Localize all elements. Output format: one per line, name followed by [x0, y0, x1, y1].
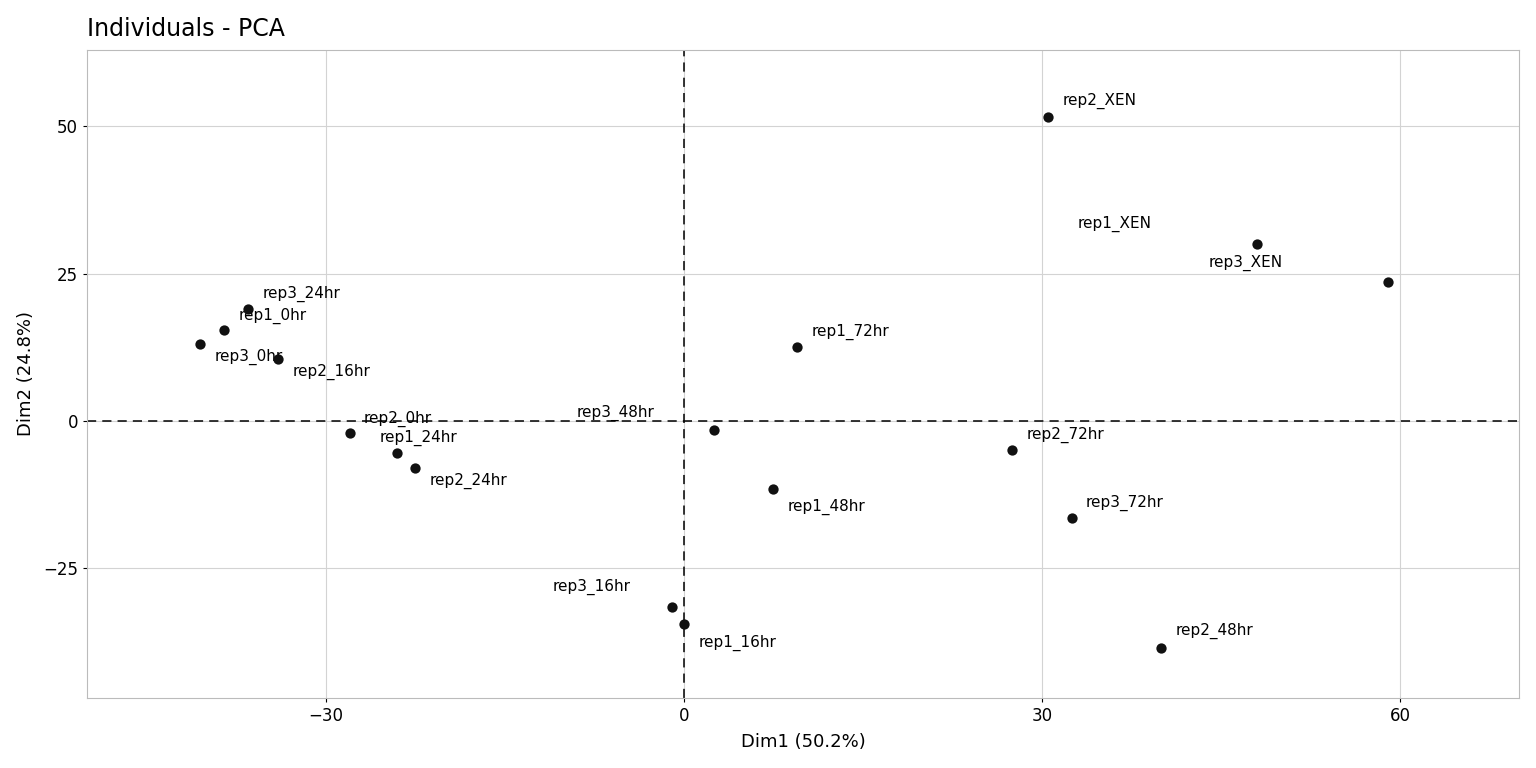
Point [1035, 111, 1060, 124]
Point [1244, 238, 1269, 250]
Text: rep3_24hr: rep3_24hr [263, 286, 341, 302]
Text: rep1_XEN: rep1_XEN [1078, 216, 1152, 232]
Text: rep3_XEN: rep3_XEN [1209, 254, 1283, 270]
Point [1376, 276, 1401, 289]
Point [386, 447, 410, 459]
Text: rep3_72hr: rep3_72hr [1086, 495, 1164, 511]
Point [266, 353, 290, 365]
Point [659, 601, 684, 613]
Text: rep3_48hr: rep3_48hr [576, 405, 654, 421]
Point [237, 303, 261, 315]
Point [785, 341, 809, 353]
Point [212, 323, 237, 336]
Text: rep1_48hr: rep1_48hr [788, 499, 865, 515]
Point [702, 424, 727, 436]
Point [1060, 512, 1084, 525]
Text: rep2_48hr: rep2_48hr [1175, 623, 1253, 639]
Y-axis label: Dim2 (24.8%): Dim2 (24.8%) [17, 311, 35, 436]
Text: rep2_0hr: rep2_0hr [364, 411, 432, 427]
Text: rep3_0hr: rep3_0hr [215, 349, 283, 365]
Point [760, 482, 785, 495]
Text: rep1_16hr: rep1_16hr [699, 634, 776, 650]
Text: rep1_72hr: rep1_72hr [811, 324, 889, 340]
Text: rep1_24hr: rep1_24hr [379, 430, 458, 446]
Text: rep3_16hr: rep3_16hr [553, 578, 630, 594]
Text: rep2_24hr: rep2_24hr [430, 472, 507, 488]
Point [338, 426, 362, 439]
Point [1000, 444, 1025, 456]
Point [671, 618, 696, 631]
Text: rep2_72hr: rep2_72hr [1026, 427, 1104, 443]
Text: rep2_16hr: rep2_16hr [292, 363, 370, 379]
Point [187, 338, 212, 350]
Text: rep2_XEN: rep2_XEN [1063, 92, 1137, 108]
Text: rep1_0hr: rep1_0hr [238, 307, 307, 323]
Point [1149, 642, 1174, 654]
Text: Individuals - PCA: Individuals - PCA [88, 17, 284, 41]
Point [402, 462, 427, 474]
X-axis label: Dim1 (50.2%): Dim1 (50.2%) [740, 733, 866, 751]
